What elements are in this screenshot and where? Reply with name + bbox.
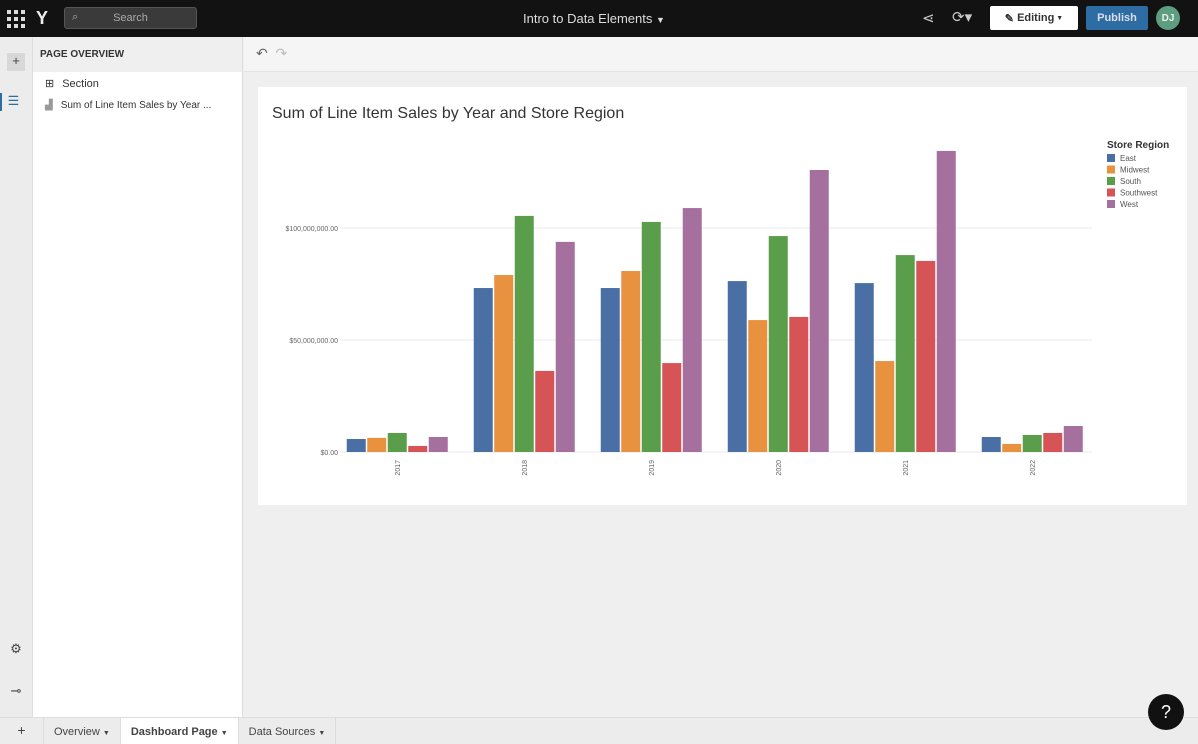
legend-item: Southwest [1120, 189, 1158, 198]
bar-southwest-2021 [916, 260, 936, 452]
section-icon: ⊞ [45, 78, 55, 90]
bar-midwest-2020 [748, 320, 768, 452]
bar-west-2020 [809, 169, 829, 452]
help-button[interactable]: ? [1148, 694, 1184, 730]
bar-midwest-2019 [621, 271, 641, 452]
avatar[interactable]: DJ [1156, 6, 1180, 30]
x-tick-label: 2017 [395, 460, 402, 476]
tab-dashboard-page[interactable]: Dashboard Page ▼ [120, 718, 239, 744]
bar-south-2020 [768, 236, 788, 452]
bar-south-2017 [387, 432, 407, 452]
legend-item: South [1120, 177, 1141, 186]
chart-title: Sum of Line Item Sales by Year and Store… [272, 105, 625, 122]
panel-item-section[interactable]: ⊞ Section [45, 77, 99, 91]
data-model-icon[interactable]: ⊸ [10, 683, 22, 698]
chevron-down-icon: ▼ [655, 15, 665, 25]
tab-overview[interactable]: Overview ▼ [44, 718, 121, 744]
editing-button[interactable]: ✎ Editing ▼ [990, 6, 1078, 30]
logo-icon[interactable]: Y [36, 8, 49, 28]
chevron-down-icon: ▼ [318, 730, 326, 737]
bar-midwest-2021 [875, 361, 895, 452]
top-bar: Y ⌕ Search Intro to Data Elements ▼ ⋖ ⟳▾ … [0, 0, 1198, 37]
legend-item: Midwest [1120, 166, 1150, 175]
legend-item: East [1120, 154, 1137, 163]
bar-midwest-2022 [1002, 443, 1022, 452]
legend-swatch [1107, 177, 1115, 185]
legend-title: Store Region [1107, 140, 1169, 151]
chevron-down-icon: ▼ [1054, 14, 1064, 22]
share-icon[interactable]: ⋖ [922, 10, 935, 27]
legend-swatch [1107, 200, 1115, 208]
icon-rail: + ☰ ⚙ ⊸ [0, 37, 33, 717]
y-tick-label: $100,000,000.00 [285, 226, 338, 233]
toolbar: ↶ ↷ [244, 37, 1198, 72]
bar-east-2017 [346, 439, 366, 452]
legend-swatch [1107, 165, 1115, 174]
page-tabs: + Overview ▼ Dashboard Page ▼ Data Sourc… [0, 717, 1198, 744]
bar-east-2020 [727, 281, 747, 452]
workbook-title[interactable]: Intro to Data Elements ▼ [523, 11, 665, 26]
x-tick-label: 2021 [903, 460, 910, 476]
redo-icon[interactable]: ↷ [275, 45, 288, 61]
add-page-button[interactable]: + [0, 718, 44, 744]
add-icon[interactable]: + [7, 53, 25, 71]
x-tick-label: 2022 [1030, 460, 1037, 476]
undo-icon[interactable]: ↶ [256, 45, 268, 61]
pencil-icon: ✎ [1004, 12, 1018, 25]
refresh-icon[interactable]: ⟳▾ [952, 9, 973, 26]
bar-east-2021 [854, 283, 874, 452]
legend-item: West [1120, 200, 1139, 209]
x-tick-label: 2018 [522, 460, 529, 476]
chevron-down-icon: ▼ [220, 730, 228, 737]
help-icon: ? [1160, 701, 1171, 722]
bar-southwest-2017 [408, 445, 428, 452]
y-tick-label: $0.00 [320, 450, 338, 457]
bar-south-2018 [514, 215, 534, 452]
bar-south-2021 [895, 255, 915, 452]
x-tick-label: 2019 [649, 460, 656, 476]
search-input[interactable]: ⌕ Search [64, 7, 197, 29]
bar-east-2022 [981, 436, 1001, 452]
panel-item-chart[interactable]: ▟ Sum of Line Item Sales by Year ... [45, 100, 212, 111]
y-tick-label: $50,000,000.00 [289, 338, 338, 345]
legend-swatch [1107, 188, 1115, 197]
x-tick-label: 2020 [776, 460, 783, 476]
search-icon: ⌕ [72, 11, 79, 23]
app-grid-icon[interactable] [7, 10, 25, 28]
chart-card[interactable]: Sum of Line Item Sales by Year and Store… [258, 87, 1187, 505]
bar-east-2019 [600, 288, 620, 452]
bar-chart: $0.00 $50,000,000.00 $100,000,000.00 2017 20… [285, 140, 1169, 476]
bar-south-2019 [641, 221, 661, 452]
panel-header: PAGE OVERVIEW [33, 37, 242, 72]
bar-midwest-2017 [367, 437, 387, 452]
bar-chart-icon: ▟ [45, 100, 53, 111]
legend-swatch [1107, 154, 1115, 162]
page-overview-icon[interactable]: ☰ [0, 93, 25, 111]
bar-southwest-2020 [789, 316, 809, 452]
bar-south-2022 [1022, 434, 1042, 452]
bar-west-2018 [555, 241, 575, 452]
settings-icon[interactable]: ⚙ [10, 641, 22, 656]
chevron-down-icon: ▼ [102, 730, 110, 737]
page-overview-panel: PAGE OVERVIEW ⊞ Section ▟ Sum of Line Item… [33, 37, 243, 717]
bar-southwest-2018 [535, 370, 555, 452]
tab-data-sources[interactable]: Data Sources ▼ [239, 718, 337, 744]
bar-southwest-2019 [662, 363, 682, 452]
bar-west-2021 [936, 150, 956, 452]
bar-west-2019 [682, 208, 702, 452]
bar-southwest-2022 [1043, 432, 1063, 452]
bar-east-2018 [473, 288, 493, 452]
bar-west-2022 [1063, 426, 1083, 452]
publish-button[interactable]: Publish [1086, 6, 1148, 30]
bar-midwest-2018 [494, 275, 514, 452]
bar-west-2017 [428, 436, 448, 452]
